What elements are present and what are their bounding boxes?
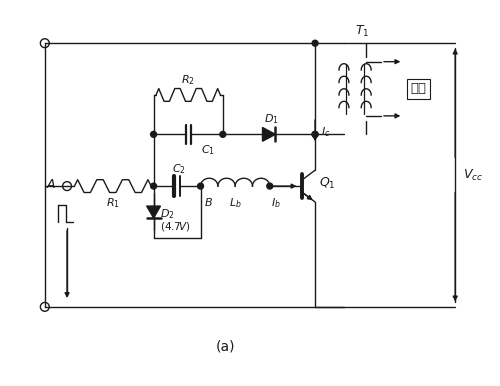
Text: $R_2$: $R_2$ xyxy=(182,73,195,87)
Circle shape xyxy=(198,183,203,189)
Text: $V_{cc}$: $V_{cc}$ xyxy=(462,168,482,183)
Text: $Q_1$: $Q_1$ xyxy=(319,176,336,191)
Text: (a): (a) xyxy=(216,339,235,353)
Text: 输出: 输出 xyxy=(410,82,426,95)
Circle shape xyxy=(150,183,156,189)
Text: $(4.7V)$: $(4.7V)$ xyxy=(160,220,190,233)
Text: $A$: $A$ xyxy=(46,178,56,191)
Circle shape xyxy=(267,183,272,189)
Circle shape xyxy=(220,131,226,137)
Circle shape xyxy=(312,131,318,137)
Text: $T_1$: $T_1$ xyxy=(355,24,369,39)
Text: $I_c$: $I_c$ xyxy=(321,125,330,139)
Text: $L_b$: $L_b$ xyxy=(229,196,241,210)
Text: $D_2$: $D_2$ xyxy=(160,208,174,221)
Polygon shape xyxy=(146,206,160,218)
Circle shape xyxy=(312,131,318,137)
Text: $I_b$: $I_b$ xyxy=(272,196,281,210)
Circle shape xyxy=(150,131,156,137)
Text: $R_1$: $R_1$ xyxy=(106,196,120,210)
Text: $C_2$: $C_2$ xyxy=(172,163,186,176)
Text: $B$: $B$ xyxy=(204,196,213,208)
Text: $C_1$: $C_1$ xyxy=(200,143,214,157)
Text: $D_1$: $D_1$ xyxy=(264,112,279,126)
Circle shape xyxy=(312,40,318,46)
Polygon shape xyxy=(262,127,276,141)
